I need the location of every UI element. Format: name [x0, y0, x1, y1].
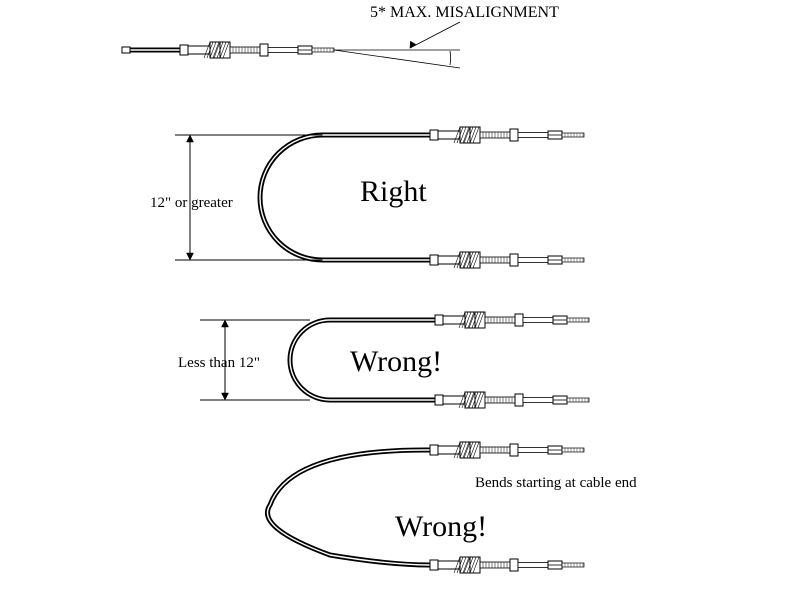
misalignment-label: 5* MAX. MISALIGNMENT: [370, 4, 559, 22]
dim-large-label: 12" or greater: [150, 195, 233, 212]
right-label: Right: [360, 175, 427, 209]
wrong2-label: Wrong!: [395, 510, 487, 544]
dim-small-label: Less than 12": [178, 355, 260, 372]
wrong1-label: Wrong!: [350, 345, 442, 379]
bends-note-label: Bends starting at cable end: [475, 475, 637, 492]
